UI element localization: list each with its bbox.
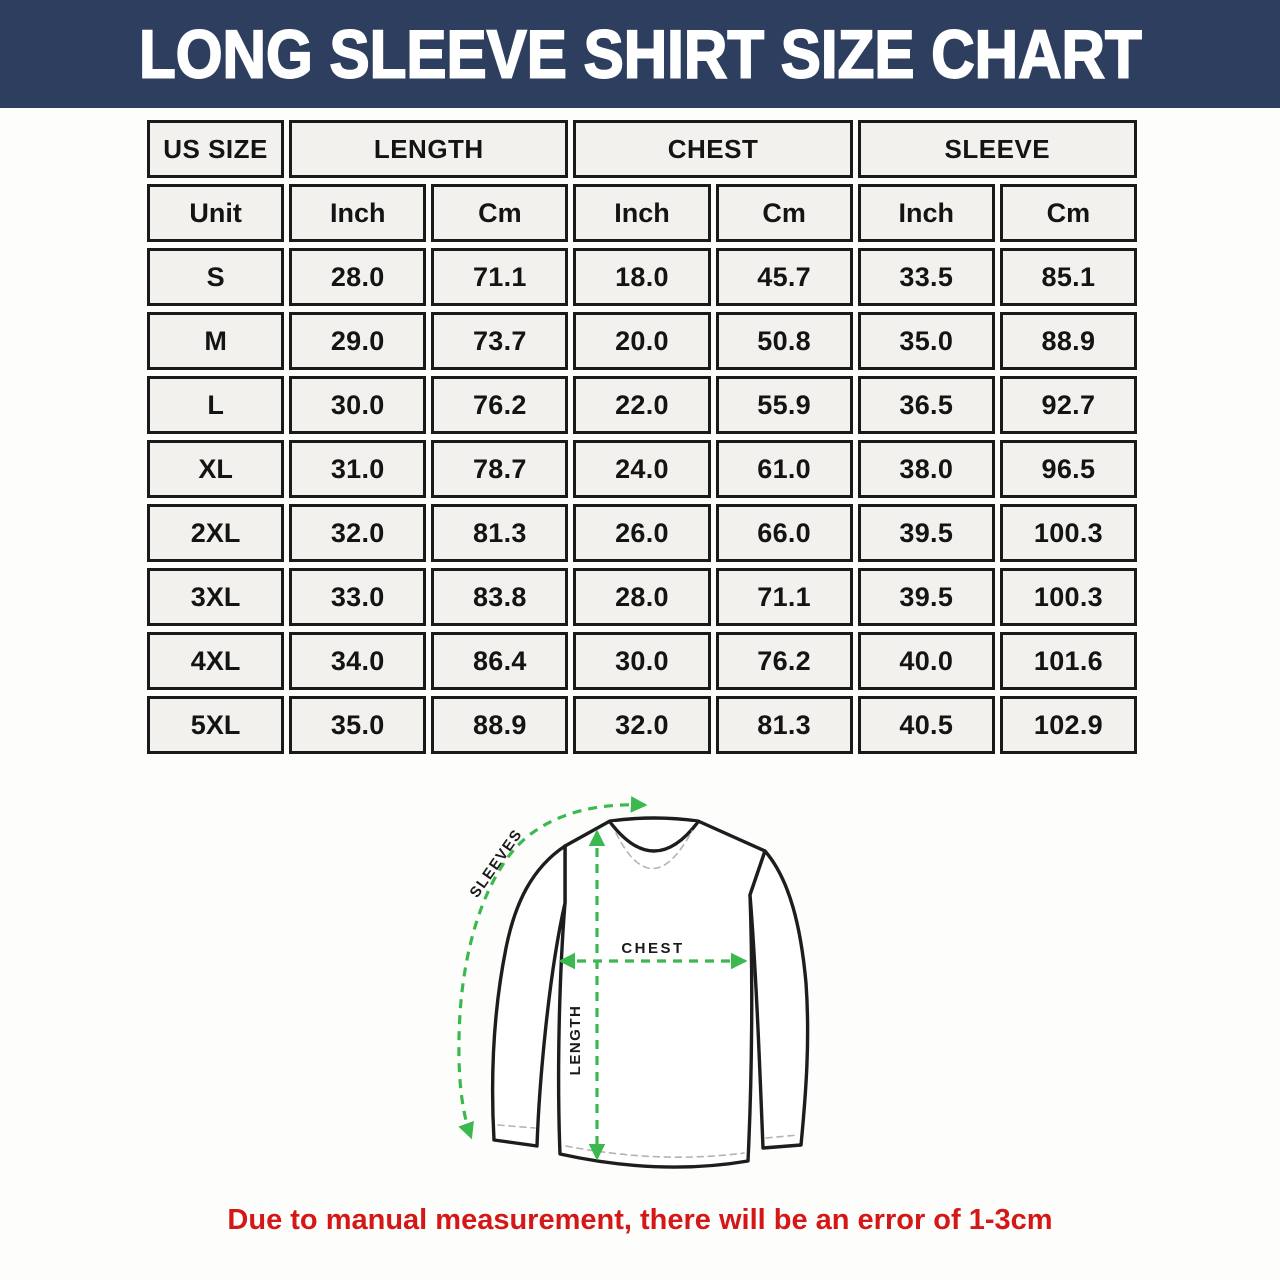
size-label-cell: 2XL [147,504,285,562]
column-group-header: US SIZE [147,120,285,178]
measurement-value-cell: 45.7 [715,248,853,306]
unit-header-cell: Cm [715,184,853,242]
measurement-value-cell: 100.3 [999,504,1137,562]
column-group-header: CHEST [573,120,853,178]
unit-header-cell: Inch [573,184,711,242]
measurement-value-cell: 24.0 [573,440,711,498]
title-banner: LONG SLEEVE SHIRT SIZE CHART [0,0,1280,108]
measurement-value-cell: 31.0 [289,440,427,498]
size-label-cell: L [147,376,285,434]
measurement-value-cell: 26.0 [573,504,711,562]
size-row: L 30.0 76.2 22.0 55.9 36.5 92.7 [147,376,1137,434]
measurement-value-cell: 88.9 [431,696,569,754]
measurement-value-cell: 30.0 [289,376,427,434]
size-row: 5XL 35.0 88.9 32.0 81.3 40.5 102.9 [147,696,1137,754]
measurement-value-cell: 73.7 [431,312,569,370]
measurement-value-cell: 101.6 [999,632,1137,690]
measurement-value-cell: 102.9 [999,696,1137,754]
measurement-value-cell: 92.7 [999,376,1137,434]
measurement-value-cell: 66.0 [715,504,853,562]
shirt-torso [556,816,767,1169]
size-row: 4XL 34.0 86.4 30.0 76.2 40.0 101.6 [147,632,1137,690]
measurement-value-cell: 55.9 [715,376,853,434]
unit-header-cell: Cm [999,184,1137,242]
measurement-value-cell: 76.2 [431,376,569,434]
measurement-value-cell: 40.5 [857,696,995,754]
disclaimer-text: Due to manual measurement, there will be… [227,1204,1053,1236]
unit-header-cell: Unit [147,184,285,242]
measurement-value-cell: 34.0 [289,632,427,690]
shirt-diagram: SLEEVES CHEST LENGTH [420,788,870,1192]
size-label-cell: 5XL [147,696,285,754]
size-row: S 28.0 71.1 18.0 45.7 33.5 85.1 [147,248,1137,306]
sleeves-label: SLEEVES [466,826,526,901]
measurement-value-cell: 29.0 [289,312,427,370]
size-chart-table: US SIZE LENGTH CHEST SLEEVE Unit Inch Cm Inch Cm… [142,114,1142,760]
measurement-value-cell: 81.3 [431,504,569,562]
measurement-value-cell: 32.0 [573,696,711,754]
unit-header-cell: Inch [857,184,995,242]
measurement-value-cell: 32.0 [289,504,427,562]
hem-stitch [565,1145,745,1158]
right-cuff-stitch [765,1134,799,1139]
measurement-value-cell: 81.3 [715,696,853,754]
shirt-right-sleeve [748,849,810,1150]
size-row: XL 31.0 78.7 24.0 61.0 38.0 96.5 [147,440,1137,498]
unit-header-cell: Inch [289,184,427,242]
size-row: M 29.0 73.7 20.0 50.8 35.0 88.9 [147,312,1137,370]
measurement-value-cell: 36.5 [857,376,995,434]
measurement-value-cell: 78.7 [431,440,569,498]
measurement-value-cell: 33.0 [289,568,427,626]
column-group-header: SLEEVE [857,120,1137,178]
measurement-value-cell: 71.1 [715,568,853,626]
measurement-value-cell: 30.0 [573,632,711,690]
measurement-value-cell: 33.5 [857,248,995,306]
column-group-header: LENGTH [289,120,569,178]
length-label: LENGTH [567,1005,584,1076]
measurement-value-cell: 35.0 [289,696,427,754]
measurement-value-cell: 96.5 [999,440,1137,498]
measurement-value-cell: 38.0 [857,440,995,498]
size-label-cell: M [147,312,285,370]
shirt-left-sleeve [490,844,567,1148]
measurement-value-cell: 86.4 [431,632,569,690]
measurement-value-cell: 22.0 [573,376,711,434]
size-label-cell: 4XL [147,632,285,690]
measurement-value-cell: 18.0 [573,248,711,306]
measurement-value-cell: 50.8 [715,312,853,370]
measurement-value-cell: 20.0 [573,312,711,370]
measurement-value-cell: 39.5 [857,504,995,562]
measurement-value-cell: 100.3 [999,568,1137,626]
measurement-value-cell: 88.9 [999,312,1137,370]
size-row: 3XL 33.0 83.8 28.0 71.1 39.5 100.3 [147,568,1137,626]
measurement-value-cell: 28.0 [289,248,427,306]
size-label-cell: S [147,248,285,306]
measurement-value-cell: 83.8 [431,568,569,626]
measurement-value-cell: 76.2 [715,632,853,690]
measurement-value-cell: 71.1 [431,248,569,306]
unit-header-cell: Cm [431,184,569,242]
size-label-cell: XL [147,440,285,498]
page-title: LONG SLEEVE SHIRT SIZE CHART [138,15,1142,93]
measurement-value-cell: 28.0 [573,568,711,626]
shirt-diagram-svg: SLEEVES CHEST LENGTH [457,796,810,1169]
sleeves-measure-arrow [457,796,648,1140]
size-row: 2XL 32.0 81.3 26.0 66.0 39.5 100.3 [147,504,1137,562]
size-label-cell: 3XL [147,568,285,626]
measurement-value-cell: 35.0 [857,312,995,370]
chest-label: CHEST [621,940,684,957]
measurement-value-cell: 85.1 [999,248,1137,306]
measurement-value-cell: 39.5 [857,568,995,626]
measurement-value-cell: 40.0 [857,632,995,690]
measurement-value-cell: 61.0 [715,440,853,498]
